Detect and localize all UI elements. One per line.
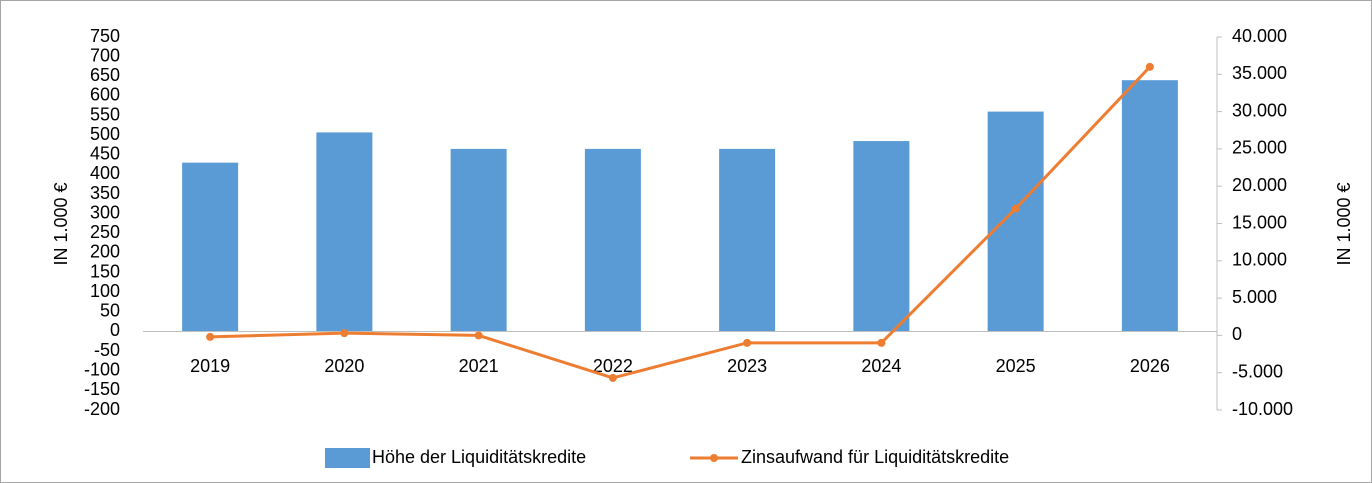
- bar: [584, 148, 641, 332]
- bar: [1121, 80, 1178, 332]
- y-tick-label: 450: [90, 144, 120, 164]
- y-tick-label: -200: [84, 399, 120, 419]
- y2-tick-label: -10.000: [1232, 399, 1293, 419]
- y-tick-label: 100: [90, 281, 120, 301]
- legend-label: Höhe der Liquiditätskredite: [372, 447, 586, 467]
- line-marker: [206, 332, 215, 341]
- y-tick-label: 650: [90, 65, 120, 85]
- y-tick-label: 350: [90, 183, 120, 203]
- bar: [450, 148, 507, 332]
- bar: [987, 111, 1044, 332]
- x-tick-label: 2021: [459, 356, 499, 376]
- y-tick-label: 300: [90, 202, 120, 222]
- y-tick-label: 550: [90, 104, 120, 124]
- x-tick-label: 2022: [593, 356, 633, 376]
- y2-tick-label: 10.000: [1232, 250, 1287, 270]
- y2-tick-label: 40.000: [1232, 26, 1287, 46]
- x-tick-label: 2025: [996, 356, 1036, 376]
- x-tick-label: 2026: [1130, 356, 1170, 376]
- y2-tick-label: 15.000: [1232, 212, 1287, 232]
- y2-tick-label: -5.000: [1232, 361, 1283, 381]
- bar: [316, 132, 373, 332]
- y2-tick-label: 25.000: [1232, 138, 1287, 158]
- y-tick-label: -100: [84, 359, 120, 379]
- bar: [719, 148, 776, 332]
- y2-tick-label: 30.000: [1232, 100, 1287, 120]
- y2-tick-label: 35.000: [1232, 63, 1287, 83]
- x-tick-label: 2019: [190, 356, 230, 376]
- y-tick-label: 200: [90, 242, 120, 262]
- line-marker: [877, 338, 886, 347]
- y-tick-label: 500: [90, 124, 120, 144]
- line-marker: [474, 331, 483, 340]
- y-tick-label: -150: [84, 379, 120, 399]
- y2-tick-label: 20.000: [1232, 175, 1287, 195]
- bar: [182, 162, 239, 332]
- line-marker: [340, 329, 349, 338]
- x-tick-label: 2024: [861, 356, 901, 376]
- y-tick-label: 750: [90, 26, 120, 46]
- legend-label: Zinsaufwand für Liquiditätskredite: [741, 447, 1009, 467]
- y-tick-label: 600: [90, 85, 120, 105]
- line-marker: [743, 338, 752, 347]
- y-tick-label: -50: [94, 340, 120, 360]
- line-marker: [1011, 204, 1020, 213]
- y-tick-label: 150: [90, 261, 120, 281]
- y2-axis-label: IN 1.000 €: [1334, 182, 1354, 265]
- y-tick-label: 700: [90, 45, 120, 65]
- bar: [853, 141, 910, 332]
- x-tick-label: 2020: [324, 356, 364, 376]
- y2-tick-label: 5.000: [1232, 287, 1277, 307]
- line-marker: [608, 373, 617, 382]
- y-tick-label: 50: [100, 301, 120, 321]
- y-tick-label: 0: [110, 320, 120, 340]
- y2-tick-label: 0: [1232, 324, 1242, 344]
- y-tick-label: 250: [90, 222, 120, 242]
- line: [210, 65, 1151, 380]
- y-tick-label: 400: [90, 163, 120, 183]
- x-tick-label: 2023: [727, 356, 767, 376]
- line-marker: [1145, 62, 1154, 71]
- y-axis-label: IN 1.000 €: [51, 182, 71, 265]
- legend-swatch: [325, 448, 370, 468]
- legend-marker: [710, 454, 718, 462]
